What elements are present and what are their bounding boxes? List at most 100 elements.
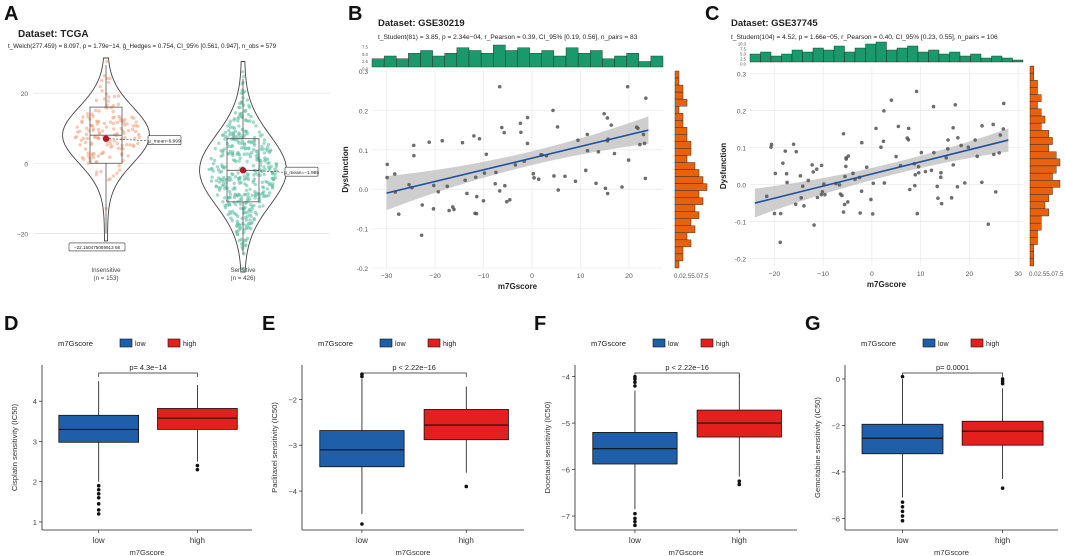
- panel-a-point: [213, 146, 218, 151]
- panel-a-point: [128, 143, 132, 147]
- panel-c-ytick-label: 0.2: [737, 108, 746, 115]
- panel-b-point: [473, 175, 478, 180]
- panel-a-point: [119, 119, 123, 123]
- panel-a-point: [246, 146, 251, 151]
- panel-a-point: [223, 130, 228, 135]
- panel-b-top-hist-bar: [541, 50, 555, 68]
- panel-a-mean-dot: [102, 135, 110, 142]
- panel-a-point: [252, 217, 256, 222]
- panel-c-point: [939, 201, 944, 206]
- panel-b-right-hist-bar: [674, 239, 692, 248]
- panel-a-point: [268, 166, 272, 170]
- panel-e-box-low: [319, 430, 405, 468]
- panel-a-point: [261, 185, 266, 190]
- panel-c-top-hist-bar: [760, 51, 772, 63]
- panel-c-top-hist-bar: [791, 49, 803, 63]
- panel-c-point: [837, 183, 842, 187]
- panel-b-top-hist-bar: [371, 58, 385, 68]
- panel-c-point: [914, 89, 919, 94]
- panel-b-point: [642, 141, 647, 146]
- panel-a-point: [244, 188, 249, 193]
- panel-a-point: [86, 151, 90, 155]
- panel-b-point: [431, 207, 436, 211]
- panel-c-ci-ribbon: [754, 128, 1009, 218]
- panel-a-point: [126, 154, 130, 158]
- panel-c-point: [858, 211, 862, 215]
- panel-f-xtick-label-high: high: [732, 536, 747, 545]
- panel-a-point: [84, 132, 89, 137]
- panel-b-ytick-label: 0.2: [359, 108, 368, 115]
- panel-d-ytick-label: 4: [33, 397, 37, 406]
- panel-c-point: [810, 163, 814, 167]
- panel-b-point: [636, 126, 640, 131]
- panel-a-point: [241, 75, 246, 79]
- panel-a-point: [108, 155, 112, 159]
- panel-a-point: [115, 131, 119, 136]
- panel-a-point: [210, 167, 214, 171]
- panel-c-point: [919, 150, 924, 155]
- panel-b-right-hist-bar: [674, 190, 700, 198]
- panel-a-point: [207, 167, 211, 172]
- panel-a-point: [96, 119, 101, 124]
- panel-a-point: [75, 125, 79, 129]
- panel-c-ytick-label: 0.1: [737, 145, 746, 152]
- panel-b-right-hist-bar: [674, 225, 696, 234]
- panel-a-point: [268, 148, 273, 152]
- panel-b-top-hist-label: 2.5: [362, 59, 368, 64]
- panel-b-point: [576, 138, 580, 143]
- panel-c-xtick-label: 10: [917, 271, 925, 278]
- panel-c-point: [949, 196, 954, 200]
- panel-a-point: [254, 171, 258, 175]
- panel-b-top-hist-bar: [602, 58, 615, 68]
- panel-c-top-hist-bar: [917, 51, 929, 63]
- panel-a-point: [238, 226, 242, 231]
- panel-b-right-hist-bar: [674, 141, 692, 149]
- panel-a-title: Dataset: TCGA: [18, 29, 89, 40]
- panel-c-top-hist-label: 5.0: [740, 52, 746, 57]
- panel-a-point: [218, 170, 222, 174]
- panel-a-point: [233, 111, 238, 115]
- panel-f-legend-label-low: low: [668, 341, 679, 348]
- panel-a-point: [248, 218, 252, 222]
- panel-a-point: [84, 126, 89, 130]
- panel-d-outlier: [96, 487, 101, 492]
- panel-c-right-hist-bar: [1029, 137, 1053, 145]
- panel-g-outlier: [900, 500, 905, 504]
- panel-a-point: [254, 124, 258, 128]
- panel-a-point: [231, 125, 235, 130]
- panel-a-point: [263, 167, 267, 172]
- panel-c-point: [935, 184, 940, 189]
- panel-a-point: [116, 102, 121, 107]
- panel-c-top-hist-bar: [1001, 57, 1013, 63]
- panel-a-point: [235, 230, 239, 234]
- panel-a-point: [231, 153, 235, 158]
- panel-e-ytick-label: −3: [288, 441, 297, 450]
- panel-c-point: [923, 169, 928, 174]
- panel-c-point: [819, 192, 824, 197]
- panel-a-point: [100, 89, 104, 93]
- panel-a-point: [214, 184, 218, 188]
- panel-b-top-hist-bar: [565, 47, 579, 68]
- panel-b-right-hist-bar: [674, 84, 684, 93]
- panel-c-point: [975, 154, 979, 159]
- panel-a-point: [247, 209, 251, 213]
- panel-a-point: [226, 212, 230, 217]
- panel-b-point: [484, 152, 489, 157]
- panel-a-point: [214, 179, 219, 183]
- panel-a-point: [243, 108, 248, 113]
- panel-f-legend-swatch-low: [652, 338, 666, 348]
- panel-b-point: [503, 183, 507, 188]
- panel-a-point: [130, 127, 135, 132]
- panel-c-right-hist-bar: [1029, 201, 1046, 210]
- panel-a-point: [218, 186, 223, 190]
- panel-c-top-hist-bar: [959, 55, 971, 63]
- panel-a-point: [262, 138, 267, 142]
- panel-a-point: [249, 214, 253, 218]
- panel-c-point: [966, 145, 971, 149]
- panel-b-point: [519, 130, 523, 135]
- panel-a-point: [234, 159, 238, 164]
- panel-a-point: [263, 156, 267, 160]
- panel-b-top-hist-bar: [614, 55, 627, 68]
- panel-a-point: [241, 207, 246, 211]
